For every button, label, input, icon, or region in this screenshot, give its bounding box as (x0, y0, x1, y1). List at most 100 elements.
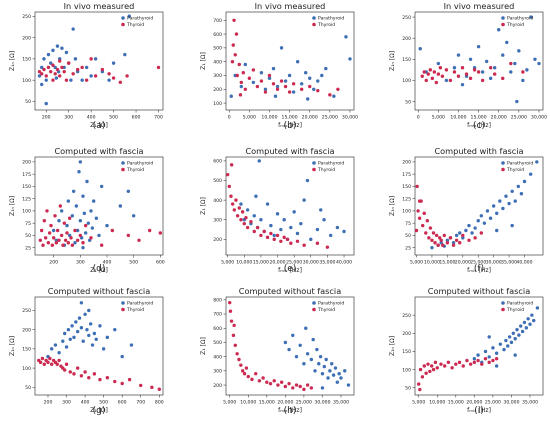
panel-g: Computed without fascia 200 300 400 500 600 70… (9, 286, 164, 414)
x-axis-label: fₘᵢₓ [Hz] (467, 122, 491, 129)
thyroid-point (67, 216, 72, 220)
y-tick-label: 150 (22, 347, 31, 353)
panel-title: Computed with fascia (54, 146, 143, 156)
y-tick-label: 250 (22, 14, 31, 20)
thyroid-point (283, 384, 288, 389)
thyroid-point (272, 379, 276, 383)
x-axis-label: fₘᵢₓ [Hz] (467, 267, 491, 274)
parathyroid-point (49, 61, 53, 65)
thyroid-point (521, 70, 525, 74)
thyroid-point (71, 72, 75, 76)
parathyroid-point (46, 52, 51, 57)
y-tick-label: 100 (22, 209, 31, 215)
thyroid-point (38, 360, 43, 365)
parathyroid-point (64, 345, 69, 349)
legend-thyroid-label: Thyroid (317, 22, 335, 28)
panel-c: In vivo measured 0 5,000 10,000 15,000 20,000… (389, 1, 547, 129)
parathyroid-point (494, 364, 499, 368)
parathyroid-point (279, 46, 284, 50)
thyroid-point (66, 61, 71, 65)
parathyroid-point (521, 78, 525, 83)
y-tick-label: 500 (213, 46, 222, 52)
thyroid-point (472, 68, 477, 72)
points-group (37, 14, 161, 106)
thyroid-point (58, 74, 62, 78)
parathyroid-point (72, 335, 76, 340)
x-axis-label: Z₁ [Ω] (90, 122, 108, 129)
thyroid-point (431, 231, 436, 235)
x-tick-label: 300 (64, 115, 73, 121)
thyroid-point (156, 65, 161, 70)
thyroid-point (239, 80, 243, 85)
x-tick-label: 25,000 (511, 115, 527, 121)
parathyroid-point (312, 87, 316, 91)
thyroid-point (457, 360, 462, 365)
x-tick-label: 20,000 (491, 115, 507, 121)
parathyroid-point (501, 206, 505, 211)
parathyroid-point (37, 74, 42, 78)
thyroid-point (436, 243, 440, 247)
parathyroid-point (507, 335, 512, 339)
thyroid-point (242, 371, 247, 376)
x-tick-label: 400 (103, 260, 112, 266)
y-tick-label: 125 (402, 196, 411, 202)
y-axis-label: Z₁ [Ω] (200, 197, 207, 215)
thyroid-point (53, 72, 57, 76)
y-tick-label: 50 (405, 233, 411, 239)
thyroid-point (57, 358, 61, 363)
thyroid-point (316, 88, 320, 93)
legend-parathyroid-label: Parathyroid (318, 161, 344, 167)
parathyroid-point (127, 14, 132, 18)
y-tick-label: 150 (22, 57, 31, 63)
y-axis-label: Z₁ₙ [Ω] (9, 336, 16, 356)
panel-title: In vivo measured (64, 1, 135, 11)
parathyroid-point (71, 27, 75, 31)
parathyroid-point (74, 320, 78, 324)
parathyroid-point (120, 354, 124, 359)
thyroid-point (487, 360, 491, 365)
thyroid-point (428, 369, 432, 374)
thyroid-point (245, 225, 250, 230)
thyroid-point (420, 74, 424, 78)
x-tick-label: 10,000 (429, 400, 445, 406)
parathyroid-point (279, 227, 283, 232)
parathyroid-point (507, 201, 511, 206)
parathyroid-point (339, 376, 343, 380)
parathyroid-point (87, 333, 91, 338)
x-axis-label: fₘᵢₓ [Hz] (278, 122, 302, 129)
thyroid-point (468, 76, 473, 81)
thyroid-point (283, 84, 288, 89)
parathyroid-point (81, 245, 85, 250)
legend-thyroid-marker (121, 167, 125, 172)
thyroid-point (473, 236, 477, 240)
y-axis-label: Z₁ [Ω] (200, 337, 207, 355)
parathyroid-point (90, 343, 95, 347)
thyroid-point (251, 68, 256, 72)
x-tick-label: 15,000 (253, 260, 269, 266)
thyroid-point (99, 243, 104, 247)
parathyroid-point (506, 344, 510, 348)
y-axis-label: Z₁ [Ω] (200, 52, 207, 70)
y-tick-label: 100 (402, 78, 411, 84)
parathyroid-point (291, 333, 295, 338)
parathyroid-point (229, 94, 233, 98)
thyroid-point (291, 386, 295, 390)
legend-thyroid-label: Thyroid (126, 22, 144, 28)
thyroid-point (72, 372, 76, 376)
parathyroid-point (57, 351, 61, 355)
parathyroid-point (42, 57, 46, 61)
parathyroid-point (131, 214, 136, 218)
parathyroid-point (91, 199, 96, 203)
parathyroid-point (342, 229, 346, 234)
parathyroid-point (83, 231, 88, 235)
thyroid-point (38, 238, 43, 242)
parathyroid-point (324, 357, 328, 362)
parathyroid-point (265, 202, 270, 206)
parathyroid-point (436, 61, 441, 66)
parathyroid-point (524, 326, 529, 330)
thyroid-point (43, 236, 48, 240)
legend-parathyroid-label: Parathyroid (127, 16, 153, 22)
parathyroid-point (305, 352, 310, 356)
thyroid-point (40, 356, 45, 361)
